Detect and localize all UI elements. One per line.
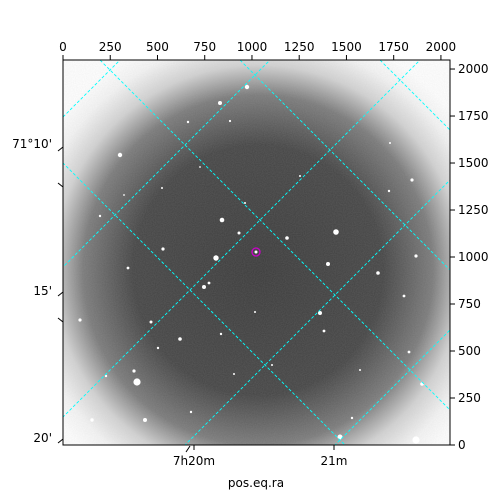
- star: [161, 247, 165, 251]
- star: [213, 255, 219, 261]
- x-tick-label: 0: [59, 40, 67, 54]
- y-tick-label: 2000: [458, 62, 489, 76]
- star: [78, 318, 82, 322]
- grid-line: [334, 329, 450, 445]
- x-tick-label: 750: [193, 40, 216, 54]
- star: [143, 418, 147, 422]
- star: [237, 231, 241, 235]
- y-tick-label: 750: [458, 297, 481, 311]
- star: [126, 266, 130, 270]
- star: [318, 311, 322, 315]
- y-axis-right: 0 250 500 750 1000 1250 1500 1750 2000: [450, 62, 489, 452]
- y-tick-label: 250: [458, 391, 481, 405]
- grid-line: [63, 60, 271, 268]
- star: [326, 262, 330, 266]
- star-field: [78, 84, 424, 444]
- grid-line: [239, 60, 450, 271]
- star: [233, 373, 235, 375]
- star: [132, 369, 136, 373]
- star: [149, 320, 153, 324]
- star: [244, 84, 250, 90]
- ra-axis-bottom: 7h20m 21m: [173, 445, 348, 468]
- dec-tick-label: 71°10': [12, 137, 52, 151]
- grid-line: [379, 60, 450, 131]
- x-axis-label: pos.eq.ra: [228, 476, 284, 490]
- star: [299, 175, 301, 177]
- star: [244, 202, 246, 204]
- star: [186, 120, 190, 124]
- ra-tick-label: 21m: [321, 454, 348, 468]
- y-tick-label: 1500: [458, 156, 489, 170]
- star: [410, 178, 414, 182]
- axes-frame: [62, 59, 451, 446]
- star: [402, 294, 406, 298]
- grid-line: [63, 60, 421, 418]
- star: [322, 329, 326, 333]
- grid-line: [99, 60, 450, 411]
- star: [207, 281, 211, 285]
- star: [202, 285, 206, 289]
- y-tick-label: 0: [458, 438, 466, 452]
- star: [407, 350, 411, 354]
- grid-line: [63, 162, 346, 445]
- star: [98, 214, 102, 218]
- star: [376, 271, 380, 275]
- x-tick-label: 1500: [331, 40, 362, 54]
- star: [414, 254, 418, 258]
- star: [254, 311, 256, 313]
- y-tick-label: 1750: [458, 109, 489, 123]
- star: [219, 217, 225, 223]
- star: [387, 189, 391, 193]
- star: [123, 194, 125, 196]
- dec-tick-label: 15': [33, 284, 52, 298]
- y-tick-label: 1250: [458, 203, 489, 217]
- dec-axis-left: 71°10' 15' 20': [12, 137, 64, 445]
- x-tick-label: 1750: [378, 40, 409, 54]
- x-tick-label: 250: [99, 40, 122, 54]
- star: [199, 166, 201, 168]
- star: [350, 416, 354, 420]
- star: [156, 346, 160, 350]
- star: [412, 436, 420, 444]
- star: [333, 229, 339, 235]
- x-tick-label: 2000: [426, 40, 457, 54]
- x-tick-label: 500: [146, 40, 169, 54]
- star: [285, 236, 289, 240]
- x-tick-label: 1000: [237, 40, 268, 54]
- star: [117, 152, 123, 158]
- grid-line: [63, 60, 121, 118]
- star: [359, 369, 361, 371]
- x-tick-label: 1250: [284, 40, 315, 54]
- star: [228, 119, 232, 123]
- target-marker: [251, 247, 261, 257]
- dec-tick-label: 20': [33, 431, 52, 445]
- star: [161, 187, 163, 189]
- star: [389, 142, 391, 144]
- ra-tick-label: 7h20m: [173, 454, 215, 468]
- y-tick-label: 1000: [458, 250, 489, 264]
- star: [189, 410, 193, 414]
- star: [133, 378, 141, 386]
- grid-line: [184, 179, 450, 445]
- star: [178, 337, 182, 341]
- star: [104, 374, 108, 378]
- star: [90, 418, 94, 422]
- x-axis-top: 0 250 500 750 1000 1250 1500 1750 2000: [59, 40, 456, 60]
- star: [219, 332, 223, 336]
- star: [218, 101, 222, 105]
- star: [271, 364, 273, 366]
- y-tick-label: 500: [458, 344, 481, 358]
